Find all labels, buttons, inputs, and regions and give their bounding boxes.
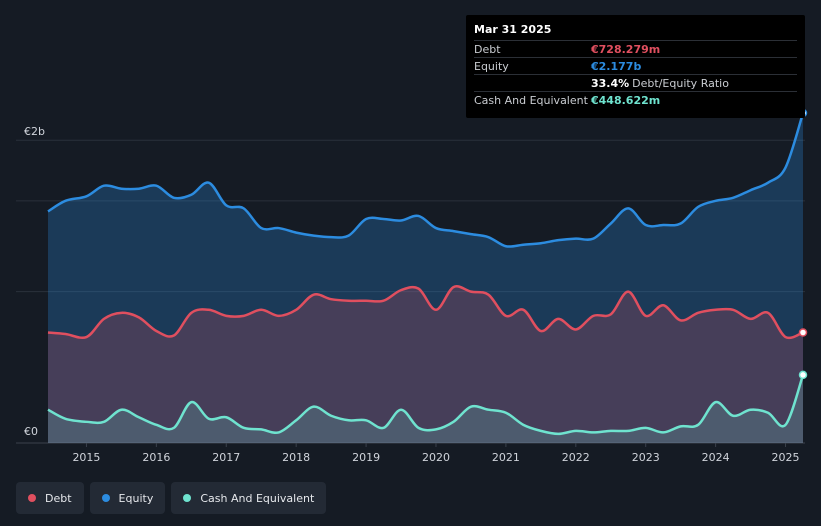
tooltip-row-equity: Equity €2.177b: [474, 57, 797, 74]
endpoint-debt: [798, 328, 808, 337]
equity-dot-icon: [101, 494, 110, 502]
series-areas: [48, 113, 803, 443]
legend-label-cash: Cash And Equivalent: [200, 491, 315, 505]
series-lines: [47, 112, 805, 436]
x-tick-label-2016: 2016: [142, 451, 170, 464]
tooltip-ratio-unit: Debt/Equity Ratio: [632, 77, 729, 90]
tooltip-panel: Mar 31 2025 Debt €728.279m Equity €2.177…: [466, 15, 805, 118]
tooltip-row-debt: Debt €728.279m: [474, 40, 797, 57]
x-tick-label-2022: 2022: [562, 451, 590, 464]
line-equity: [47, 112, 805, 248]
x-tick-label-2024: 2024: [702, 451, 730, 464]
area-debt: [48, 286, 803, 443]
x-tick-label-2018: 2018: [282, 451, 310, 464]
tooltip-ratio-number: 33.4%: [591, 77, 630, 90]
x-tick-label-2019: 2019: [352, 451, 380, 464]
area-cash-and-equivalent: [48, 374, 803, 443]
grid: [16, 139, 805, 444]
x-tick-label-2017: 2017: [212, 451, 240, 464]
tooltip-ratio-value: 33.4% Debt/Equity Ratio: [591, 77, 729, 90]
x-tick-label-2023: 2023: [632, 451, 660, 464]
tooltip-cash-value: €448.622m: [591, 94, 661, 107]
tooltip-debt-label: Debt: [474, 43, 501, 56]
x-tick-label-2020: 2020: [422, 451, 450, 464]
legend-item-cash[interactable]: Cash And Equivalent: [171, 482, 327, 514]
legend-item-debt[interactable]: Debt: [16, 482, 84, 514]
debt-dot-icon: [28, 494, 36, 502]
tooltip-debt-value: €728.279m: [591, 43, 661, 56]
area-equity: [48, 113, 803, 443]
y-tick-label-top: €2b: [24, 125, 45, 138]
tooltip-equity-label: Equity: [474, 60, 509, 73]
line-debt: [47, 285, 804, 340]
tooltip-cash-label: Cash And Equivalent: [474, 94, 588, 107]
tooltip-equity-value: €2.177b: [591, 60, 642, 73]
tooltip-row-cash: Cash And Equivalent €448.622m: [474, 91, 797, 108]
tooltip-row-ratio: 33.4% Debt/Equity Ratio: [474, 74, 797, 91]
endpoint-cash-and-equivalent: [798, 370, 808, 380]
y-tick-label-zero: €0: [24, 425, 38, 438]
cash-dot-icon: [183, 494, 192, 502]
x-tick-label-2021: 2021: [492, 451, 520, 464]
legend: Debt Equity Cash And Equivalent: [16, 482, 327, 514]
line-cash-and-equivalent: [47, 374, 805, 436]
x-tick-label-2025: 2025: [772, 451, 800, 464]
legend-label-equity: Equity: [118, 491, 154, 505]
legend-item-equity[interactable]: Equity: [89, 482, 166, 514]
x-tick-label-2015: 2015: [72, 451, 100, 464]
tooltip-date: Mar 31 2025: [474, 23, 552, 36]
legend-label-debt: Debt: [45, 491, 72, 505]
x-axis: 2015 2016 2017 2018 2019 2020 2021 2022 2023 2024…: [72, 443, 800, 464]
